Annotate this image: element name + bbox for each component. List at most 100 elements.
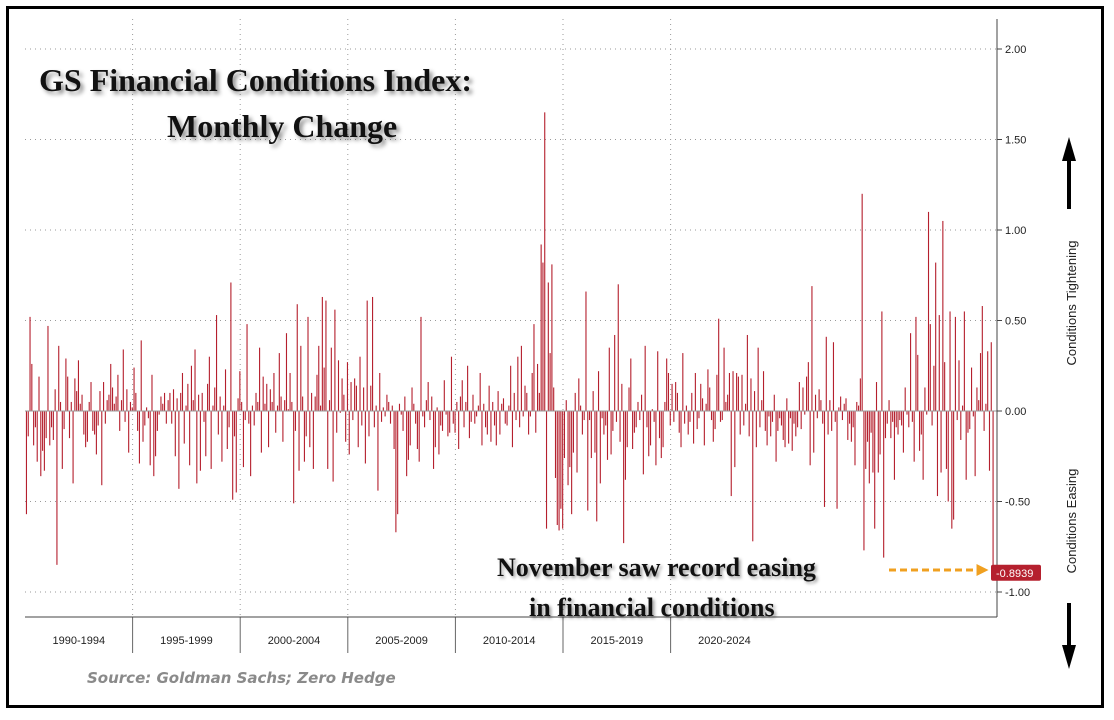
bar [366,300,368,411]
bar [280,396,282,411]
bar [522,411,524,417]
bar [61,411,63,469]
bar [922,411,924,480]
bar [893,411,895,480]
bar [513,392,515,411]
bar [302,396,304,411]
bar [843,403,845,411]
bar [737,376,739,411]
bar [723,347,725,411]
bar [585,291,587,411]
bar [244,411,246,421]
bar [52,411,54,440]
bar [368,411,370,437]
bar [214,387,216,411]
bar [144,411,146,426]
bar [31,363,33,411]
y-tick-labels: 2.00 1.50 1.00 0.50 0.00 -0.50 -1.00 [1005,44,1030,599]
bar [978,400,980,411]
bar [671,383,673,411]
x-period-labels: 1990-1994 1995-1999 2000-2004 2005-2009 2010… [52,635,750,647]
y-tick-label: -0.50 [1005,497,1030,509]
bar [829,400,831,411]
bar [901,411,903,426]
bar [400,411,402,415]
bar [68,411,71,439]
bar [169,392,171,411]
bar [278,353,280,411]
bar [284,400,286,411]
bar [605,411,607,426]
bar [942,220,944,411]
x-period-label: 2020-2024 [698,635,751,647]
bar [596,411,598,522]
bar [822,411,824,424]
bar [409,411,411,446]
bar [601,411,603,419]
bar [207,383,209,411]
bar [95,411,97,455]
bar [804,411,806,415]
bar [325,300,327,411]
bar [388,401,390,411]
bar [662,411,664,448]
bar [456,401,458,411]
bar [357,411,359,448]
bar [330,347,332,411]
bar [597,371,600,411]
bar [293,411,295,504]
bar [691,392,693,411]
bar [700,383,702,411]
bar [797,411,799,428]
bar [533,324,535,411]
bar [761,400,763,411]
bar [194,349,196,411]
bar [890,411,892,439]
bar [632,411,634,450]
bar [352,411,354,421]
bar [858,405,860,411]
bar [927,211,930,411]
bar [215,315,218,411]
bar [571,411,573,515]
period-dividers [132,19,672,653]
bar [138,411,140,464]
bar [508,405,510,411]
bar [373,411,375,428]
bar [623,411,625,544]
bar [789,411,791,419]
bar [705,403,707,411]
bar [165,411,167,424]
bar [866,411,869,442]
bar [615,411,618,422]
bar [667,372,670,411]
bar [811,286,813,411]
bar [334,309,336,411]
bar [111,387,114,411]
bar [237,398,239,411]
bar [363,387,365,411]
bar [847,411,849,440]
bar [56,411,58,565]
bar [223,405,225,411]
bar [228,411,230,428]
bar [899,411,901,421]
bar [305,411,307,437]
bar [809,411,811,466]
bar [474,411,476,424]
bar [328,400,331,411]
bar [545,411,548,529]
bar [203,411,205,422]
bar [146,407,148,411]
bar [67,376,69,411]
bar [318,345,320,411]
bar [716,374,718,411]
bar [311,392,313,411]
bar [427,382,429,411]
bar [910,333,912,411]
bar [612,411,614,431]
bar [40,411,42,477]
bar [205,411,207,457]
annotation-arrow-head [976,564,989,576]
bar [531,372,533,411]
